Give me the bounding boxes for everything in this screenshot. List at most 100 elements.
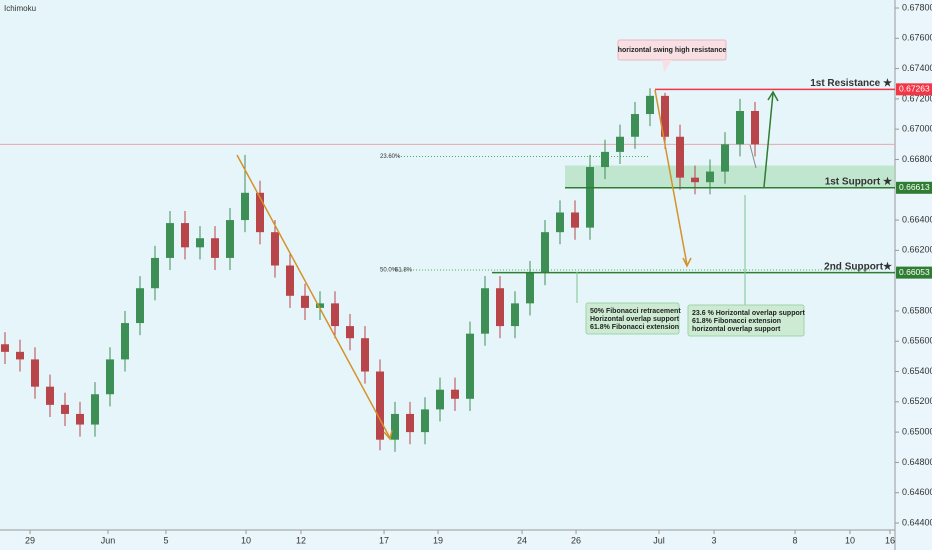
candle-body [45,386,54,405]
indicator-label: Ichimoku [4,4,36,13]
candle-body [556,212,565,233]
annotation-text: 23.6 % Horizontal overlap support [692,310,805,317]
annotation-text: horizontal swing high resistance [618,47,727,54]
y-tick-label: 0.67600 [902,33,932,43]
x-tick-label: Jul [653,535,665,545]
candle-body [420,409,429,433]
projection-arrow [749,144,757,169]
annotation: horizontal swing high resistance 50% Fib… [585,39,805,337]
candle-body [360,338,369,372]
candle-body [135,288,144,324]
candle-body [90,394,99,425]
y-tick-label: 0.67000 [902,124,932,134]
annotation-text: 61.8% Fibonacci extension [692,318,781,325]
candle-body [240,192,249,221]
x-tick-label: 26 [571,535,581,545]
callout-pointer [662,60,672,72]
candle-body [646,95,655,115]
level-label: 2nd Support★ [824,261,892,272]
x-tick-label: 16 [885,535,895,545]
candle-body [435,389,444,410]
fib-label: 50.0% [380,268,398,274]
candle-body [180,223,189,248]
candle-body [691,177,700,183]
annotation-text: 50% Fibonacci retracement [590,308,681,315]
candle-body [601,151,610,168]
candle-body [736,111,745,145]
annotation-text: Horizontal overlap support [590,316,680,323]
price-box-label: 0.66613 [899,182,930,192]
y-tick-label: 0.65200 [902,396,932,406]
plot-background [0,0,895,530]
price-box [896,83,932,96]
candle-body [541,232,550,274]
price-box [896,181,932,194]
candle-body [661,95,670,137]
candle-body [0,344,9,352]
candle-body [571,212,580,228]
y-tick-label: 0.65600 [902,336,932,346]
candle-body [120,323,129,360]
candle-body [285,265,294,296]
candle-body [150,257,159,289]
price-box-label: 0.67263 [899,84,930,94]
arrow-head [767,90,779,102]
y-tick-label: 0.64800 [902,457,932,467]
candle-body [631,114,640,137]
candle-body [526,273,535,304]
y-tick-label: 0.66800 [902,154,932,164]
x-tick-label: 5 [163,535,168,545]
x-tick-label: 8 [793,535,798,545]
y-tick-label: 0.65800 [902,305,932,315]
x-tick-label: 19 [433,535,443,545]
y-tick-label: 0.66200 [902,245,932,255]
candle-body [751,111,760,145]
annotation-text: 61.8% Fibonacci extension [590,324,679,331]
y-tick-label: 0.64400 [902,517,932,527]
candle-body [75,413,84,425]
x-tick-label: 29 [25,535,35,545]
x-tick-label: Jun [101,535,116,545]
trend-line [654,89,688,266]
candle-body [481,288,490,334]
callout-box [687,304,805,337]
level-label: 1st Support ★ [825,176,892,187]
candle-body [315,303,324,308]
y-tick-label: 0.67800 [902,2,932,12]
support-zone [565,165,895,188]
x-tick-label: 10 [845,535,855,545]
candle-body [105,359,114,395]
y-tick-label: 0.67400 [902,63,932,73]
arrow-head [682,257,692,268]
trend-line [236,154,391,439]
candle-body [390,413,399,440]
candle-body [300,295,309,308]
candle-body [330,303,339,327]
fib-label: 61.8% [395,268,413,274]
candle-body [405,413,414,433]
level-label: 1st Resistance ★ [810,78,892,89]
callout-box [585,302,680,335]
candle-body [345,326,354,339]
candle-body [225,220,234,258]
candle-body [451,389,460,399]
candle-body [210,238,219,258]
price-box-label: 0.66053 [899,267,930,277]
y-tick-label: 0.64600 [902,487,932,497]
x-tick-label: 10 [241,535,251,545]
candle-body [60,404,69,414]
candle-body [616,136,625,152]
x-tick-label: 3 [712,535,717,545]
x-tick-label: 12 [296,535,306,545]
y-tick-label: 0.67200 [902,93,932,103]
annotation-text: horizontal overlap support [692,326,781,333]
candle-body [270,232,279,266]
x-tick-label: 24 [517,535,527,545]
candle-body [15,351,24,360]
y-tick-label: 0.66400 [902,214,932,224]
projection-arrow [763,92,774,188]
fib-label: 23.60% [380,154,401,160]
candle-body [255,192,264,233]
